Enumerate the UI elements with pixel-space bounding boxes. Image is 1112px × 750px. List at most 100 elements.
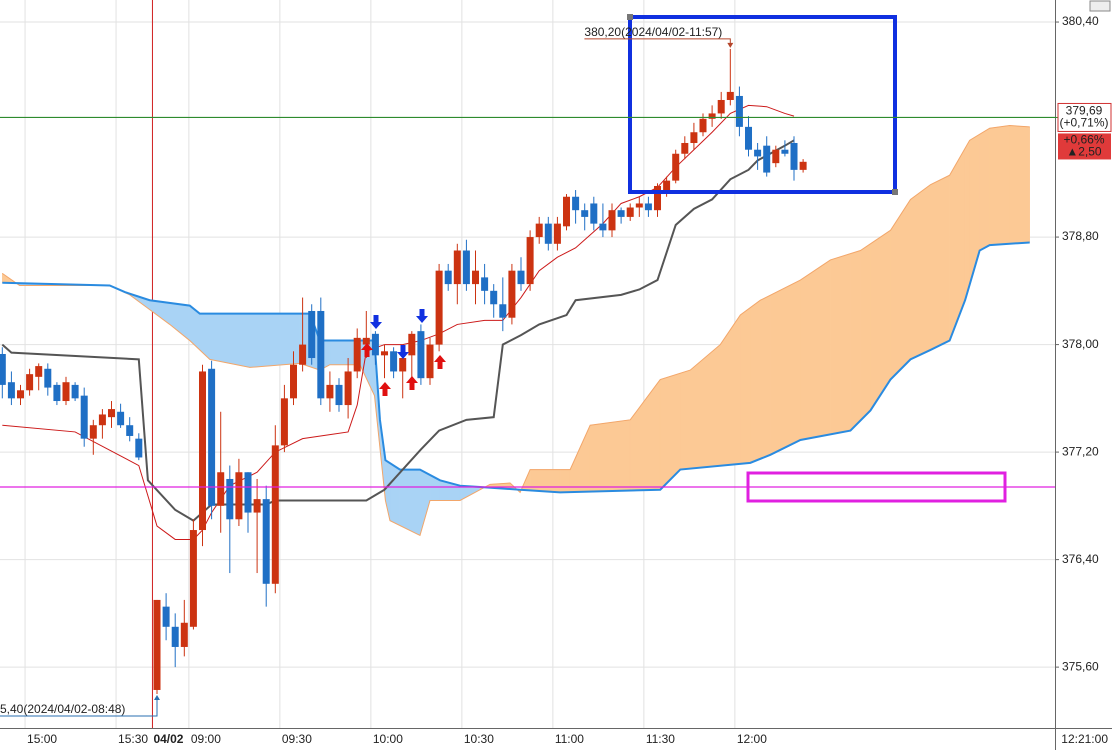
corner-icon [1089, 0, 1111, 12]
x-tick-label: 11:00 [555, 732, 584, 746]
extreme-pointer [0, 695, 158, 717]
cloud-fill [989, 125, 1010, 246]
candle-body [563, 196, 571, 227]
cloud-fill [964, 139, 970, 301]
candle-body [544, 223, 552, 244]
signal-arrow [370, 315, 382, 329]
candle-body [444, 270, 452, 285]
candle-body [171, 626, 179, 647]
candle-body [280, 398, 288, 446]
cloud-fill [399, 469, 421, 536]
change-tag [1058, 133, 1111, 160]
cloud-fill [389, 462, 401, 526]
extreme-arrowhead [727, 42, 734, 48]
candle-body [290, 364, 298, 399]
overlay: 380,20(2024/04/02-11:57) 5,40(2024/04/02-… [0, 14, 1055, 717]
candle-body [672, 153, 680, 181]
span-b-line [2, 241, 1030, 494]
candle-body [208, 368, 216, 506]
day-break-label: 04/02 [153, 732, 183, 746]
candle-body [108, 409, 116, 418]
candle-body [299, 344, 307, 365]
price-tag [1057, 102, 1112, 132]
candle-body [153, 599, 161, 690]
cloud-fill [979, 127, 990, 251]
candle-body [62, 382, 70, 402]
cloud-fill [529, 469, 561, 493]
cloud-fill [850, 250, 861, 432]
candle-body [699, 118, 707, 133]
candle-body [717, 99, 725, 114]
extreme-label: 5,40(2024/04/02-08:48) [0, 702, 125, 716]
plot-area [0, 48, 1030, 694]
signal-arrow [379, 382, 391, 396]
candle-body [754, 149, 762, 157]
candle-body [417, 331, 425, 379]
cloud-fill [910, 184, 931, 360]
candle-body [490, 290, 498, 305]
y-tick-label: 377,20 [1062, 444, 1099, 458]
candle-body [7, 382, 15, 399]
candle-body [53, 384, 61, 402]
candle-body [735, 95, 743, 127]
change-tag-diff: ▲2,50 [1066, 145, 1102, 159]
cloud-fill [1009, 125, 1030, 245]
candle-body [663, 180, 671, 191]
drawn-box [628, 15, 897, 194]
current-time-label: 12:21:00 [1061, 732, 1108, 746]
candle-body [189, 530, 197, 627]
y-tick-label: 378,80 [1062, 229, 1099, 243]
candle-body [508, 270, 516, 318]
cloud-fill [800, 259, 831, 441]
candle-body [408, 333, 416, 356]
cloud-fill [750, 299, 761, 464]
x-tick-label: 11:30 [646, 732, 675, 746]
y-tick-label: 380,40 [1062, 14, 1099, 28]
cloud-fill [249, 313, 301, 368]
cloud-fill [209, 313, 251, 368]
signal-arrow [434, 355, 446, 369]
box-handle [627, 14, 633, 20]
candle-body [126, 425, 134, 436]
cloud-fill [860, 243, 871, 422]
candle-body [44, 368, 52, 388]
candle-body [26, 374, 34, 391]
candle-body [745, 126, 753, 150]
candle-body [626, 207, 634, 217]
grid [0, 0, 1055, 728]
x-tick-label: 12:00 [737, 732, 767, 746]
candle-body [381, 351, 389, 356]
x-tick-label: 09:30 [282, 732, 312, 746]
candle-body [726, 91, 734, 100]
signal-arrow [361, 343, 373, 357]
extreme-label: 380,20(2024/04/02-11:57) [584, 25, 722, 39]
candle-body [590, 203, 598, 224]
candle-body [526, 237, 534, 285]
candle-body [253, 499, 261, 513]
x-tick-label: 10:00 [373, 732, 403, 746]
candle-body [344, 371, 352, 406]
signal-arrow [397, 345, 409, 359]
candle-body [271, 445, 279, 584]
candle-body [262, 499, 270, 584]
candle-body [390, 351, 398, 372]
y-tick-label: 376,40 [1062, 552, 1099, 566]
candle-body [644, 203, 652, 211]
signal-arrow [406, 376, 418, 390]
candle-body [117, 411, 125, 426]
candle-body [180, 622, 188, 647]
candle-body [135, 438, 143, 458]
candle-body [435, 270, 443, 345]
candle-body [0, 353, 6, 385]
candle-body [572, 196, 580, 211]
candle-body [17, 390, 25, 399]
x-tick-label: 09:00 [191, 732, 221, 746]
extreme-arrowhead [154, 694, 161, 700]
price-tag-change: (+0,71%) [1059, 116, 1108, 130]
candle-body [217, 472, 225, 506]
candle-body [462, 250, 470, 285]
candle-body [481, 277, 489, 291]
candle-body [772, 149, 780, 164]
candle-body [362, 337, 370, 345]
